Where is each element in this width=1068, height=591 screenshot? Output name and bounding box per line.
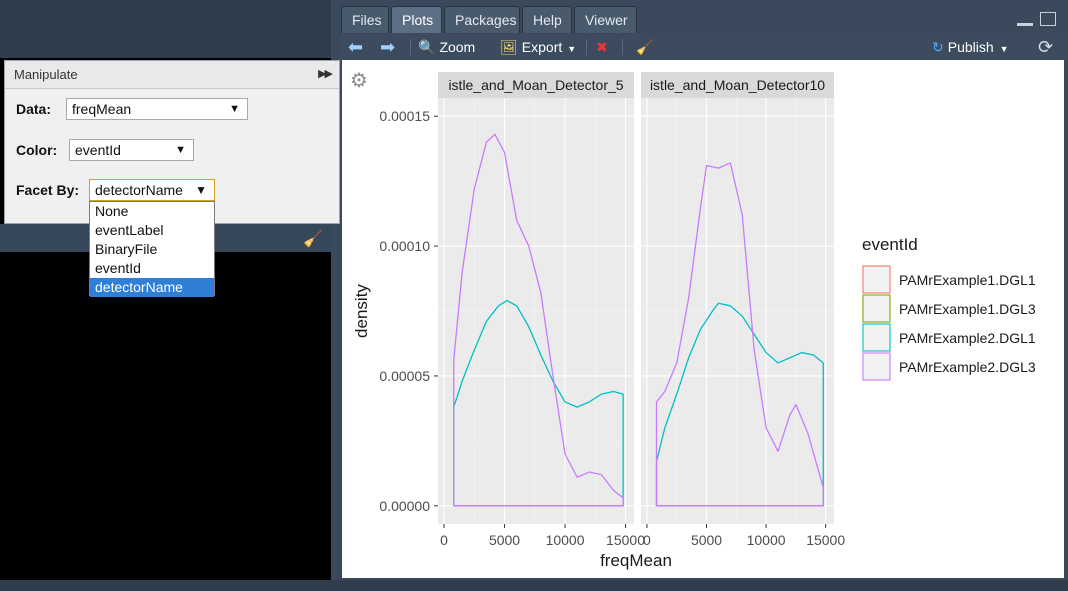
manipulate-panel: Manipulate ▶▶ Data: freqMean ▼ Color: ev… xyxy=(4,60,340,224)
data-label: Data: xyxy=(16,101,52,117)
dropdown-option-detectorname[interactable]: detectorName xyxy=(90,278,214,297)
forward-arrow-icon[interactable]: ➡ xyxy=(380,37,396,57)
bottom-border xyxy=(0,580,1068,591)
x-tick-label: 0 xyxy=(440,532,448,548)
maximize-icon[interactable] xyxy=(1040,12,1056,26)
x-tick-label: 5000 xyxy=(691,532,722,548)
y-tick-label: 0.00010 xyxy=(379,238,430,254)
clear-plots-broom-icon[interactable]: 🧹 xyxy=(636,39,654,55)
facet-select-value: detectorName xyxy=(95,182,183,198)
facet-select[interactable]: detectorName ▼ xyxy=(89,179,215,201)
dropdown-option-binaryfile[interactable]: BinaryFile xyxy=(95,241,158,257)
legend-key xyxy=(862,265,891,294)
y-tick-label: 0.00005 xyxy=(379,368,430,384)
y-tick-label: 0.00015 xyxy=(379,108,430,124)
x-tick-label: 5000 xyxy=(489,532,520,548)
y-axis-title: density xyxy=(352,284,371,338)
facet-label: Facet By: xyxy=(16,182,80,198)
legend-label: PAMrExample2.DGL3 xyxy=(899,359,1036,375)
remove-plot-icon[interactable]: ✖ xyxy=(596,39,608,55)
toolbar-divider xyxy=(410,39,411,55)
facet-strip-label: istle_and_Moan_Detector_5 xyxy=(448,77,623,93)
facet-strip xyxy=(438,72,634,98)
zoom-icon: 🔍 xyxy=(418,39,436,55)
chevron-down-icon: ▼ xyxy=(567,44,577,54)
gear-icon[interactable]: ⚙ xyxy=(350,70,368,92)
toolbar-divider xyxy=(586,39,587,55)
facet-strip-label: istle_and_Moan_Detector10 xyxy=(650,77,825,93)
color-select[interactable]: eventId ▼ xyxy=(69,139,194,161)
legend-key xyxy=(862,352,891,381)
export-button[interactable]: 🖼 Export ▼ xyxy=(500,37,576,57)
chevron-down-icon: ▼ xyxy=(175,144,186,156)
broom-icon[interactable]: 🧹 xyxy=(303,231,323,248)
manipulate-header: Manipulate ▶▶ xyxy=(5,61,339,89)
tab-help[interactable]: Help xyxy=(522,6,572,33)
data-select-value: freqMean xyxy=(72,101,132,117)
density-chart: istle_and_Moan_Detector_5 0 5000 10000 15000… xyxy=(352,72,1036,570)
density-line-pamrexample2-dgl1 xyxy=(453,299,624,507)
toolbar-divider xyxy=(622,39,623,55)
y-tick-label: 0.00000 xyxy=(379,498,430,514)
data-select[interactable]: freqMean ▼ xyxy=(66,98,248,120)
x-tick-label: 10000 xyxy=(747,532,786,548)
pane-tabs: Files Plots Packages Help Viewer xyxy=(340,4,1068,34)
density-line-pamrexample2-dgl3 xyxy=(655,162,824,507)
x-tick-label: 10000 xyxy=(546,532,585,548)
density-line-pamrexample2-dgl3 xyxy=(453,133,624,507)
plot-area: ⚙ istle_and_Moan_Detector_5 0 5000 10000 150… xyxy=(342,60,1064,578)
publish-label: Publish xyxy=(947,39,994,55)
legend-key xyxy=(862,323,891,352)
plots-pane: Files Plots Packages Help Viewer ⬅ ➡ 🔍 Zo… xyxy=(340,0,1068,580)
x-tick-label: 15000 xyxy=(806,532,845,548)
density-line-pamrexample2-dgl1 xyxy=(655,302,824,507)
legend-label: PAMrExample1.DGL3 xyxy=(899,301,1036,317)
window-controls xyxy=(1014,12,1056,31)
publish-icon: ↻ xyxy=(932,39,944,55)
publish-button[interactable]: ↻ Publish ▼ xyxy=(932,37,1009,57)
tab-plots[interactable]: Plots xyxy=(391,6,442,33)
legend-label: PAMrExample2.DGL1 xyxy=(899,330,1036,346)
legend-key xyxy=(862,294,891,323)
tab-packages[interactable]: Packages xyxy=(444,6,520,33)
chevron-down-icon: ▼ xyxy=(229,103,240,115)
color-label: Color: xyxy=(16,142,58,158)
export-image-icon: 🖼 xyxy=(500,39,518,55)
refresh-icon[interactable]: ⟳ xyxy=(1038,37,1054,57)
facet-dropdown-list: None eventLabel BinaryFile eventId detec… xyxy=(89,201,215,297)
collapse-icon[interactable]: ▶▶ xyxy=(318,68,333,80)
dropdown-option-none[interactable]: None xyxy=(95,203,129,219)
legend-title: eventId xyxy=(862,235,918,254)
plots-toolbar: ⬅ ➡ 🔍 Zoom 🖼 Export ▼ ✖ 🧹 ↻ Publish ▼ ⟳ xyxy=(340,34,1068,60)
dropdown-option-eventlabel[interactable]: eventLabel xyxy=(95,222,164,238)
pane-splitter[interactable] xyxy=(331,0,340,591)
x-tick-label: 0 xyxy=(643,532,651,548)
export-label: Export xyxy=(521,39,563,55)
chevron-down-icon: ▼ xyxy=(195,183,207,197)
left-pane-header xyxy=(0,0,331,58)
x-axis-title: freqMean xyxy=(600,551,672,570)
manipulate-title: Manipulate xyxy=(14,67,78,82)
dropdown-option-eventid[interactable]: eventId xyxy=(95,260,141,276)
minimize-icon[interactable] xyxy=(1016,12,1033,26)
facet-strip xyxy=(641,72,834,98)
chevron-down-icon: ▼ xyxy=(999,44,1009,54)
tab-viewer[interactable]: Viewer xyxy=(574,6,637,33)
legend-label: PAMrExample1.DGL1 xyxy=(899,272,1036,288)
color-select-value: eventId xyxy=(75,142,121,158)
x-tick-label: 15000 xyxy=(606,532,645,548)
tab-files[interactable]: Files xyxy=(341,6,389,33)
zoom-label: Zoom xyxy=(439,39,476,55)
zoom-button[interactable]: 🔍 Zoom xyxy=(418,37,475,57)
back-arrow-icon[interactable]: ⬅ xyxy=(348,37,364,57)
